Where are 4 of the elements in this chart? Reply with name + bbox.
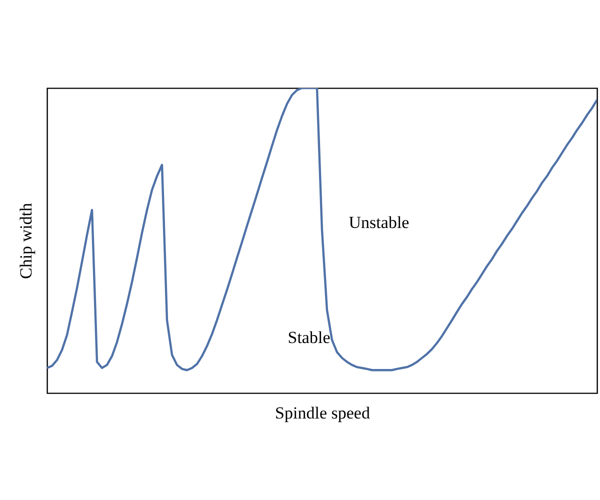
y-axis-title: Chip width xyxy=(16,202,36,280)
annotation: Unstable xyxy=(348,213,410,232)
annotation: Stable xyxy=(288,328,330,347)
x-axis-title: Spindle speed xyxy=(275,404,370,422)
